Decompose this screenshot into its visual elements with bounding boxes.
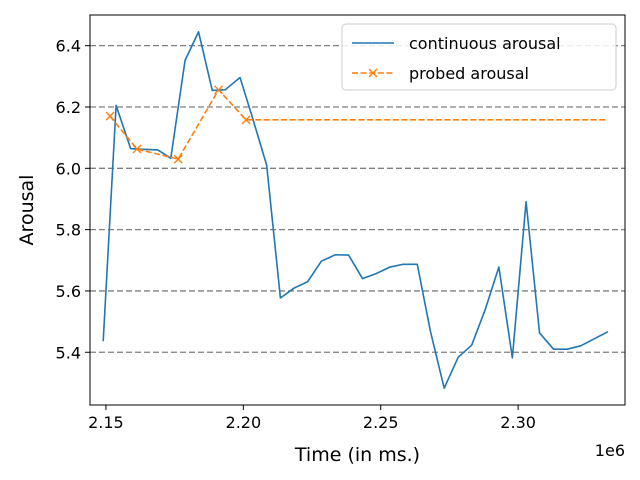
probed-arousal-marker — [132, 144, 142, 154]
probed-arousal-marker — [105, 111, 115, 121]
x-tick-label: 2.15 — [88, 413, 124, 432]
x-tick-label: 2.20 — [226, 413, 262, 432]
probed-arousal-marker — [173, 154, 183, 164]
legend-box — [341, 23, 617, 91]
gridlines — [90, 45, 625, 353]
probed-arousal-marker — [241, 115, 251, 125]
x-tick-label: 2.25 — [363, 413, 399, 432]
axis-ticks: 5.4 5.6 5.8 6.0 6.2 6.4 2.15 2.20 2.25 2.30 — [56, 37, 536, 432]
legend-label-continuous: continuous arousal — [409, 34, 561, 53]
y-tick-label: 6.2 — [56, 98, 81, 117]
probed-arousal-marker — [214, 85, 224, 95]
plot-frame — [89, 14, 626, 406]
y-tick-label: 6.0 — [56, 159, 81, 178]
series-line-continuous-arousal — [102, 31, 609, 389]
y-axis-label: Arousal — [16, 175, 38, 246]
series-line-probed-arousal — [109, 89, 608, 160]
y-tick-label: 6.4 — [56, 37, 81, 56]
legend-swatch-probed-marker — [368, 68, 378, 78]
x-offset-label: 1e6 — [595, 441, 625, 460]
legend: continuous arousal probed arousal — [341, 23, 617, 91]
y-tick-label: 5.4 — [56, 343, 81, 362]
series-lines — [102, 31, 609, 389]
y-tick-label: 5.8 — [56, 221, 81, 240]
y-tick-label: 5.6 — [56, 282, 81, 301]
legend-label-probed: probed arousal — [409, 64, 529, 83]
x-axis-label: Time (in ms.) — [294, 444, 420, 466]
x-tick-label: 2.30 — [500, 413, 536, 432]
